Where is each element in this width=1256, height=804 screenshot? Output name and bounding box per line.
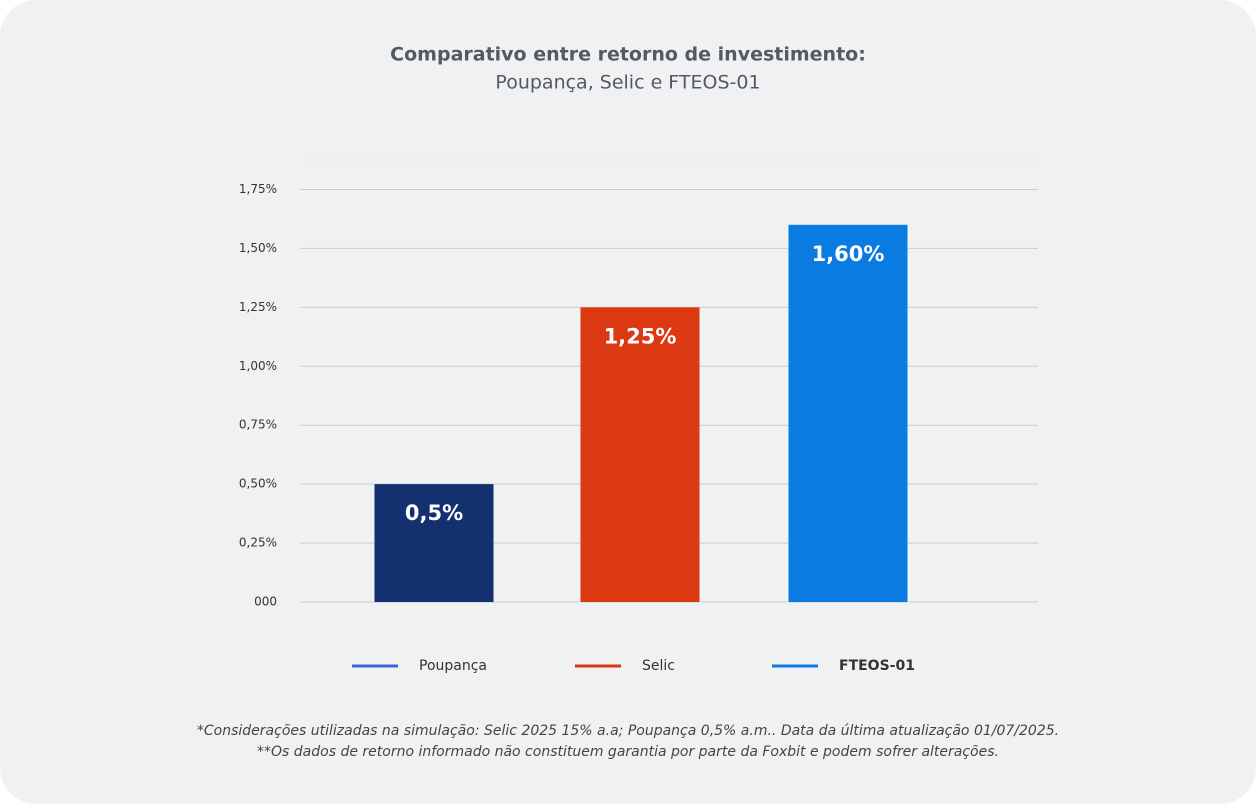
y-tick-label: 0,75% — [239, 418, 277, 432]
y-tick-label: 1,50% — [239, 241, 277, 255]
legend-label: FTEOS-01 — [839, 658, 915, 674]
y-tick-label: 1,75% — [239, 182, 277, 196]
y-tick-label: 0,25% — [239, 536, 277, 550]
chart-subtitle: Poupança, Selic e FTEOS-01 — [495, 72, 760, 94]
y-tick-label: 0,50% — [239, 477, 277, 491]
bar — [580, 307, 700, 602]
legend-label: Selic — [642, 658, 675, 674]
bar — [788, 224, 908, 602]
value-label: 1,60% — [812, 242, 885, 266]
y-tick-label: 000 — [254, 595, 277, 609]
y-tick-label: 1,25% — [239, 300, 277, 314]
legend-label: Poupança — [419, 658, 487, 674]
bar — [374, 484, 494, 602]
footnote: **Os dados de retorno informado não cons… — [257, 744, 999, 760]
footnote: *Considerações utilizadas na simulação: … — [197, 723, 1059, 739]
chart-title: Comparativo entre retorno de investiment… — [390, 44, 866, 66]
value-label: 0,5% — [405, 501, 463, 525]
value-label: 1,25% — [604, 324, 677, 348]
y-tick-label: 1,00% — [239, 359, 277, 373]
